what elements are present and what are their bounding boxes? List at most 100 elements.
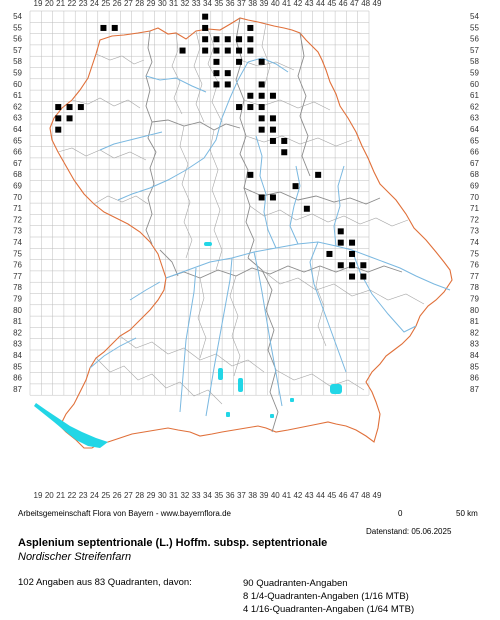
y-axis-label: 76 [470,261,479,270]
occurrence-marker [55,115,62,122]
x-axis-label: 40 [271,0,280,8]
occurrence-marker [349,239,356,246]
x-axis-label: 43 [305,491,314,500]
y-axis-label: 81 [13,317,22,326]
occurrence-marker [315,171,322,178]
occurrence-marker [337,262,344,269]
data-date: Datenstand: 05.06.2025 [366,527,452,536]
x-axis-label: 25 [101,491,110,500]
state-border [49,17,453,449]
y-axis-label: 59 [470,69,479,78]
y-axis-label: 81 [470,317,479,326]
y-axis-label: 83 [13,340,22,349]
x-axis-label: 44 [316,491,325,500]
occurrence-marker [213,36,220,43]
y-axis-label: 56 [13,35,22,44]
x-axis-label: 40 [271,491,280,500]
x-axis-label: 37 [237,0,246,8]
rivers [89,57,451,417]
occurrence-marker [236,58,243,65]
x-axis-label: 33 [192,0,201,8]
y-axis-label: 85 [13,362,22,371]
lake-starnberg [238,378,243,392]
x-axis-label: 19 [34,491,43,500]
occurrence-marker [349,273,356,280]
x-axis-label: 21 [56,0,65,8]
x-axis-label: 42 [293,0,302,8]
records-summary: 102 Angaben aus 83 Quadranten, davon: [18,577,192,588]
occurrence-marker [258,58,265,65]
occurrence-marker [224,81,231,88]
x-axis-label: 49 [373,491,382,500]
occurrence-marker [258,126,265,133]
scale-end-label: 50 km [456,509,478,518]
occurrence-marker [258,104,265,111]
y-axis-label: 77 [13,272,22,281]
y-axis-label: 75 [470,249,479,258]
x-axis-label: 48 [361,0,370,8]
y-axis-label: 64 [13,125,22,134]
lake-small-3 [270,414,274,418]
y-axis-label: 67 [13,159,22,168]
x-axis-label: 20 [45,491,54,500]
y-axis-label: 62 [470,102,479,111]
occurrence-markers [55,13,367,280]
x-axis-label: 35 [214,0,223,8]
occurrence-marker [247,104,254,111]
y-axis-label: 54 [470,12,479,21]
y-axis-label: 66 [13,148,22,157]
occurrence-marker [360,273,367,280]
lake-small-2 [226,412,230,417]
x-axis-label: 33 [192,491,201,500]
lake-small-4 [290,398,294,402]
x-axis-label: 28 [135,0,144,8]
x-axis-label: 39 [260,0,269,8]
y-axis-label: 73 [13,227,22,236]
y-axis-label: 54 [13,12,22,21]
y-axis-label: 75 [13,249,22,258]
y-axis-label: 66 [470,148,479,157]
occurrence-marker [224,47,231,54]
y-axis-label: 57 [470,46,479,55]
y-axis-label: 78 [13,283,22,292]
occurrence-marker [213,70,220,77]
x-axis-label: 26 [113,0,122,8]
x-axis-label: 25 [101,0,110,8]
district-boundaries [145,17,403,433]
occurrence-marker [360,262,367,269]
occurrence-marker [202,47,209,54]
y-axis-label: 63 [470,114,479,123]
x-axis-label: 39 [260,491,269,500]
lake-small-1 [204,242,212,246]
occurrence-marker [179,47,186,54]
x-axis-label: 24 [90,491,99,500]
occurrence-marker [349,250,356,257]
x-axis-label: 31 [169,0,178,8]
occurrence-marker [269,92,276,99]
occurrence-marker [224,70,231,77]
x-axis-label: 30 [158,0,167,8]
occurrence-marker [66,104,73,111]
occurrence-marker [236,36,243,43]
axis-labels: 1919202021212222232324242525262627272828… [13,0,479,500]
y-axis-label: 60 [470,80,479,89]
y-axis-label: 69 [13,182,22,191]
occurrence-marker [202,13,209,20]
x-axis-label: 47 [350,491,359,500]
occurrence-marker [247,47,254,54]
x-axis-label: 32 [180,0,189,8]
x-axis-label: 46 [339,0,348,8]
y-axis-label: 78 [470,283,479,292]
x-axis-label: 47 [350,0,359,8]
lakes [34,242,342,448]
y-axis-label: 68 [13,170,22,179]
x-axis-label: 44 [316,0,325,8]
y-axis-label: 74 [13,238,22,247]
occurrence-marker [236,104,243,111]
occurrence-marker [247,92,254,99]
occurrence-marker [213,81,220,88]
y-axis-label: 69 [470,182,479,191]
x-axis-label: 35 [214,491,223,500]
occurrence-marker [213,58,220,65]
x-axis-label: 49 [373,0,382,8]
